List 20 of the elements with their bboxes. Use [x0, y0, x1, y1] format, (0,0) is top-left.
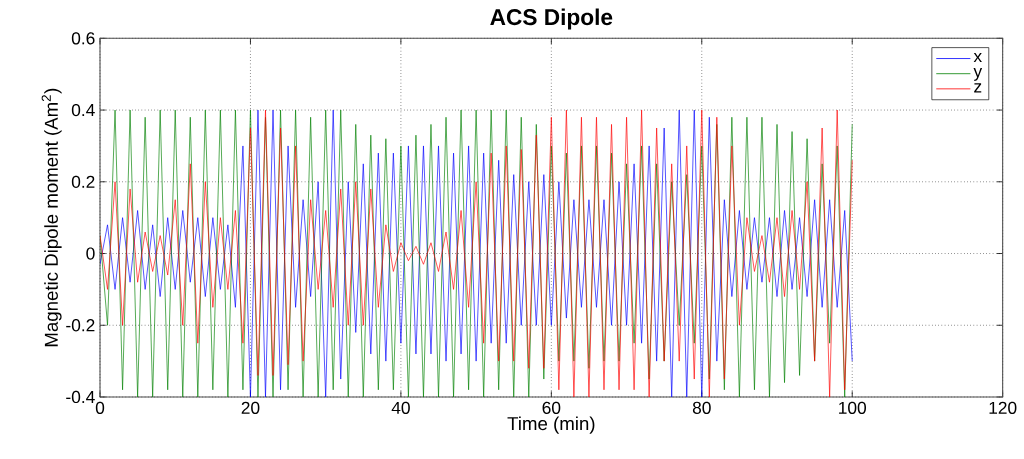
- x-tick-label: 20: [241, 401, 260, 414]
- x-tick-label: 80: [692, 401, 711, 414]
- y-tick-label: 0.2: [71, 175, 95, 188]
- y-tick-label: -0.4: [66, 390, 95, 404]
- legend-label: z: [974, 83, 982, 93]
- x-tick-label: 60: [542, 401, 561, 414]
- y-axis-title: Magnetic Dipole moment (Am$^{2}$): [41, 88, 62, 347]
- legend-label: x: [973, 52, 982, 63]
- x-tick-label: 120: [989, 401, 1017, 414]
- x-tick-label: 40: [391, 401, 410, 414]
- y-tick-label: 0.4: [71, 103, 95, 117]
- y-tick-label: -0.2: [66, 319, 95, 332]
- legend-label: y: [973, 68, 983, 81]
- x-tick-label: 0: [95, 401, 105, 414]
- chart-title: ACS Dipole: [490, 8, 613, 30]
- line-series: [100, 109, 853, 397]
- y-tick-label: 0: [86, 247, 95, 260]
- y-tick-label: 0.6: [71, 32, 95, 45]
- x-tick-label: 100: [839, 401, 867, 414]
- x-axis-title: Time (min): [507, 416, 595, 434]
